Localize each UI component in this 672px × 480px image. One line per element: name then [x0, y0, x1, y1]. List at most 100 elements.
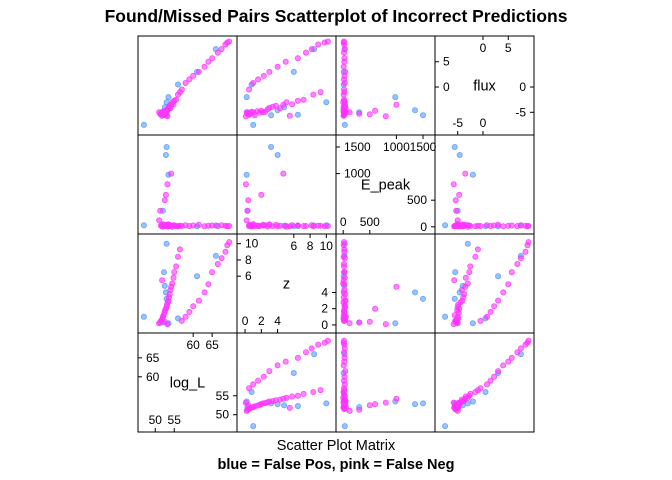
tick-label-z-left-0: 6 — [245, 269, 252, 283]
point-false-pos-5 — [469, 398, 476, 405]
point-false-neg-31 — [341, 269, 348, 276]
point-false-neg-23 — [317, 89, 324, 96]
point-false-pos-7 — [193, 273, 200, 280]
point-false-neg-36 — [324, 222, 331, 229]
point-false-pos-0 — [442, 313, 449, 320]
point-false-neg-39 — [340, 112, 347, 119]
point-false-neg-26 — [186, 76, 193, 83]
point-false-neg-27 — [260, 72, 267, 79]
point-false-neg-28 — [495, 221, 502, 228]
point-false-neg-32 — [302, 222, 309, 229]
point-false-pos-4 — [268, 112, 275, 119]
point-false-pos-8 — [212, 252, 219, 259]
point-false-neg-36 — [226, 239, 233, 246]
point-false-neg-24 — [246, 86, 253, 93]
point-false-neg-1 — [244, 207, 251, 214]
point-false-pos-3 — [464, 240, 471, 247]
point-false-neg-39 — [451, 404, 458, 411]
point-false-neg-27 — [341, 373, 348, 380]
point-false-neg-21 — [467, 263, 474, 270]
point-false-neg-34 — [315, 341, 322, 348]
point-false-neg-29 — [500, 362, 507, 369]
point-false-pos-5 — [392, 94, 399, 101]
point-false-neg-37 — [382, 113, 389, 120]
point-false-pos-0 — [442, 423, 449, 430]
point-false-neg-22 — [310, 388, 317, 395]
panel-1-0 — [137, 134, 238, 235]
point-false-pos-8 — [311, 351, 318, 358]
tick-label-E_peak-top-0: 1000 — [383, 140, 410, 154]
tick-label-z-top-1: 8 — [307, 239, 314, 253]
point-false-pos-0 — [140, 222, 147, 229]
tick-label-z-top-2: 10 — [320, 239, 334, 253]
point-false-neg-31 — [294, 354, 301, 361]
point-false-pos-4 — [268, 143, 275, 150]
point-false-pos-9 — [160, 269, 167, 276]
point-false-neg-29 — [500, 289, 507, 296]
point-false-neg-34 — [341, 248, 348, 255]
point-false-neg-32 — [514, 349, 521, 356]
chart-title: Found/Missed Pairs Scatterplot of Incorr… — [104, 6, 568, 26]
point-false-neg-26 — [487, 308, 494, 315]
point-false-pos-4 — [419, 295, 426, 302]
point-false-neg-24 — [477, 317, 484, 324]
point-false-pos-3 — [323, 99, 330, 106]
point-false-neg-20 — [294, 97, 301, 104]
point-false-neg-26 — [255, 377, 262, 384]
tick-label-log_L-top-0: 60 — [187, 338, 201, 352]
x-axis-label: Scatter Plot Matrix — [276, 438, 396, 454]
point-false-neg-24 — [477, 385, 484, 392]
point-false-neg-39 — [159, 112, 166, 119]
point-false-neg-27 — [491, 373, 498, 380]
point-false-neg-27 — [341, 303, 348, 310]
point-false-neg-33 — [218, 46, 225, 53]
point-false-pos-7 — [290, 68, 297, 75]
point-false-neg-20 — [466, 269, 473, 276]
point-false-neg-21 — [173, 263, 180, 270]
point-false-neg-39 — [286, 112, 293, 119]
point-false-neg-39 — [286, 223, 293, 230]
point-false-neg-18 — [283, 394, 290, 401]
tick-label-log_L-bottom-0: 50 — [149, 413, 163, 427]
tick-label-flux-top-0: 0 — [480, 41, 487, 55]
point-false-pos-10 — [411, 401, 418, 408]
point-false-neg-36 — [324, 38, 331, 45]
point-false-neg-37 — [242, 181, 249, 188]
point-false-neg-26 — [186, 308, 193, 315]
point-false-neg-31 — [508, 354, 515, 361]
point-false-neg-18 — [169, 280, 176, 287]
point-false-neg-23 — [176, 246, 183, 253]
point-false-neg-15 — [272, 102, 279, 109]
point-false-pos-2 — [281, 402, 288, 409]
tick-label-flux-bottom-0: -5 — [452, 116, 463, 130]
point-false-neg-39 — [286, 404, 293, 411]
point-false-neg-16 — [276, 105, 283, 112]
point-false-neg-33 — [218, 255, 225, 262]
point-false-neg-28 — [195, 297, 202, 304]
point-false-neg-21 — [173, 96, 180, 103]
point-false-neg-25 — [250, 381, 257, 388]
point-false-neg-34 — [522, 248, 529, 255]
point-false-neg-33 — [308, 222, 315, 229]
point-false-neg-9 — [372, 305, 379, 312]
point-false-neg-33 — [517, 345, 524, 352]
point-false-neg-29 — [274, 362, 281, 369]
point-false-neg-17 — [168, 170, 175, 177]
point-false-neg-9 — [456, 191, 463, 198]
point-false-neg-19 — [289, 393, 296, 400]
point-false-neg-23 — [317, 387, 324, 394]
tick-label-flux-top-1: 5 — [505, 41, 512, 55]
point-false-neg-28 — [195, 221, 202, 228]
variable-name-log_L: log_L — [170, 376, 205, 392]
point-false-neg-29 — [274, 223, 281, 230]
point-false-neg-29 — [201, 289, 208, 296]
point-false-neg-30 — [205, 281, 212, 288]
tick-label-z-right-0: 0 — [321, 318, 328, 332]
point-false-pos-5 — [469, 320, 476, 327]
point-false-pos-10 — [411, 107, 418, 114]
point-false-neg-38 — [161, 197, 168, 204]
tick-label-log_L-top-1: 65 — [205, 338, 219, 352]
point-false-neg-30 — [282, 58, 289, 65]
tick-label-E_peak-bottom-0: 0 — [340, 215, 347, 229]
point-false-neg-29 — [500, 223, 507, 230]
